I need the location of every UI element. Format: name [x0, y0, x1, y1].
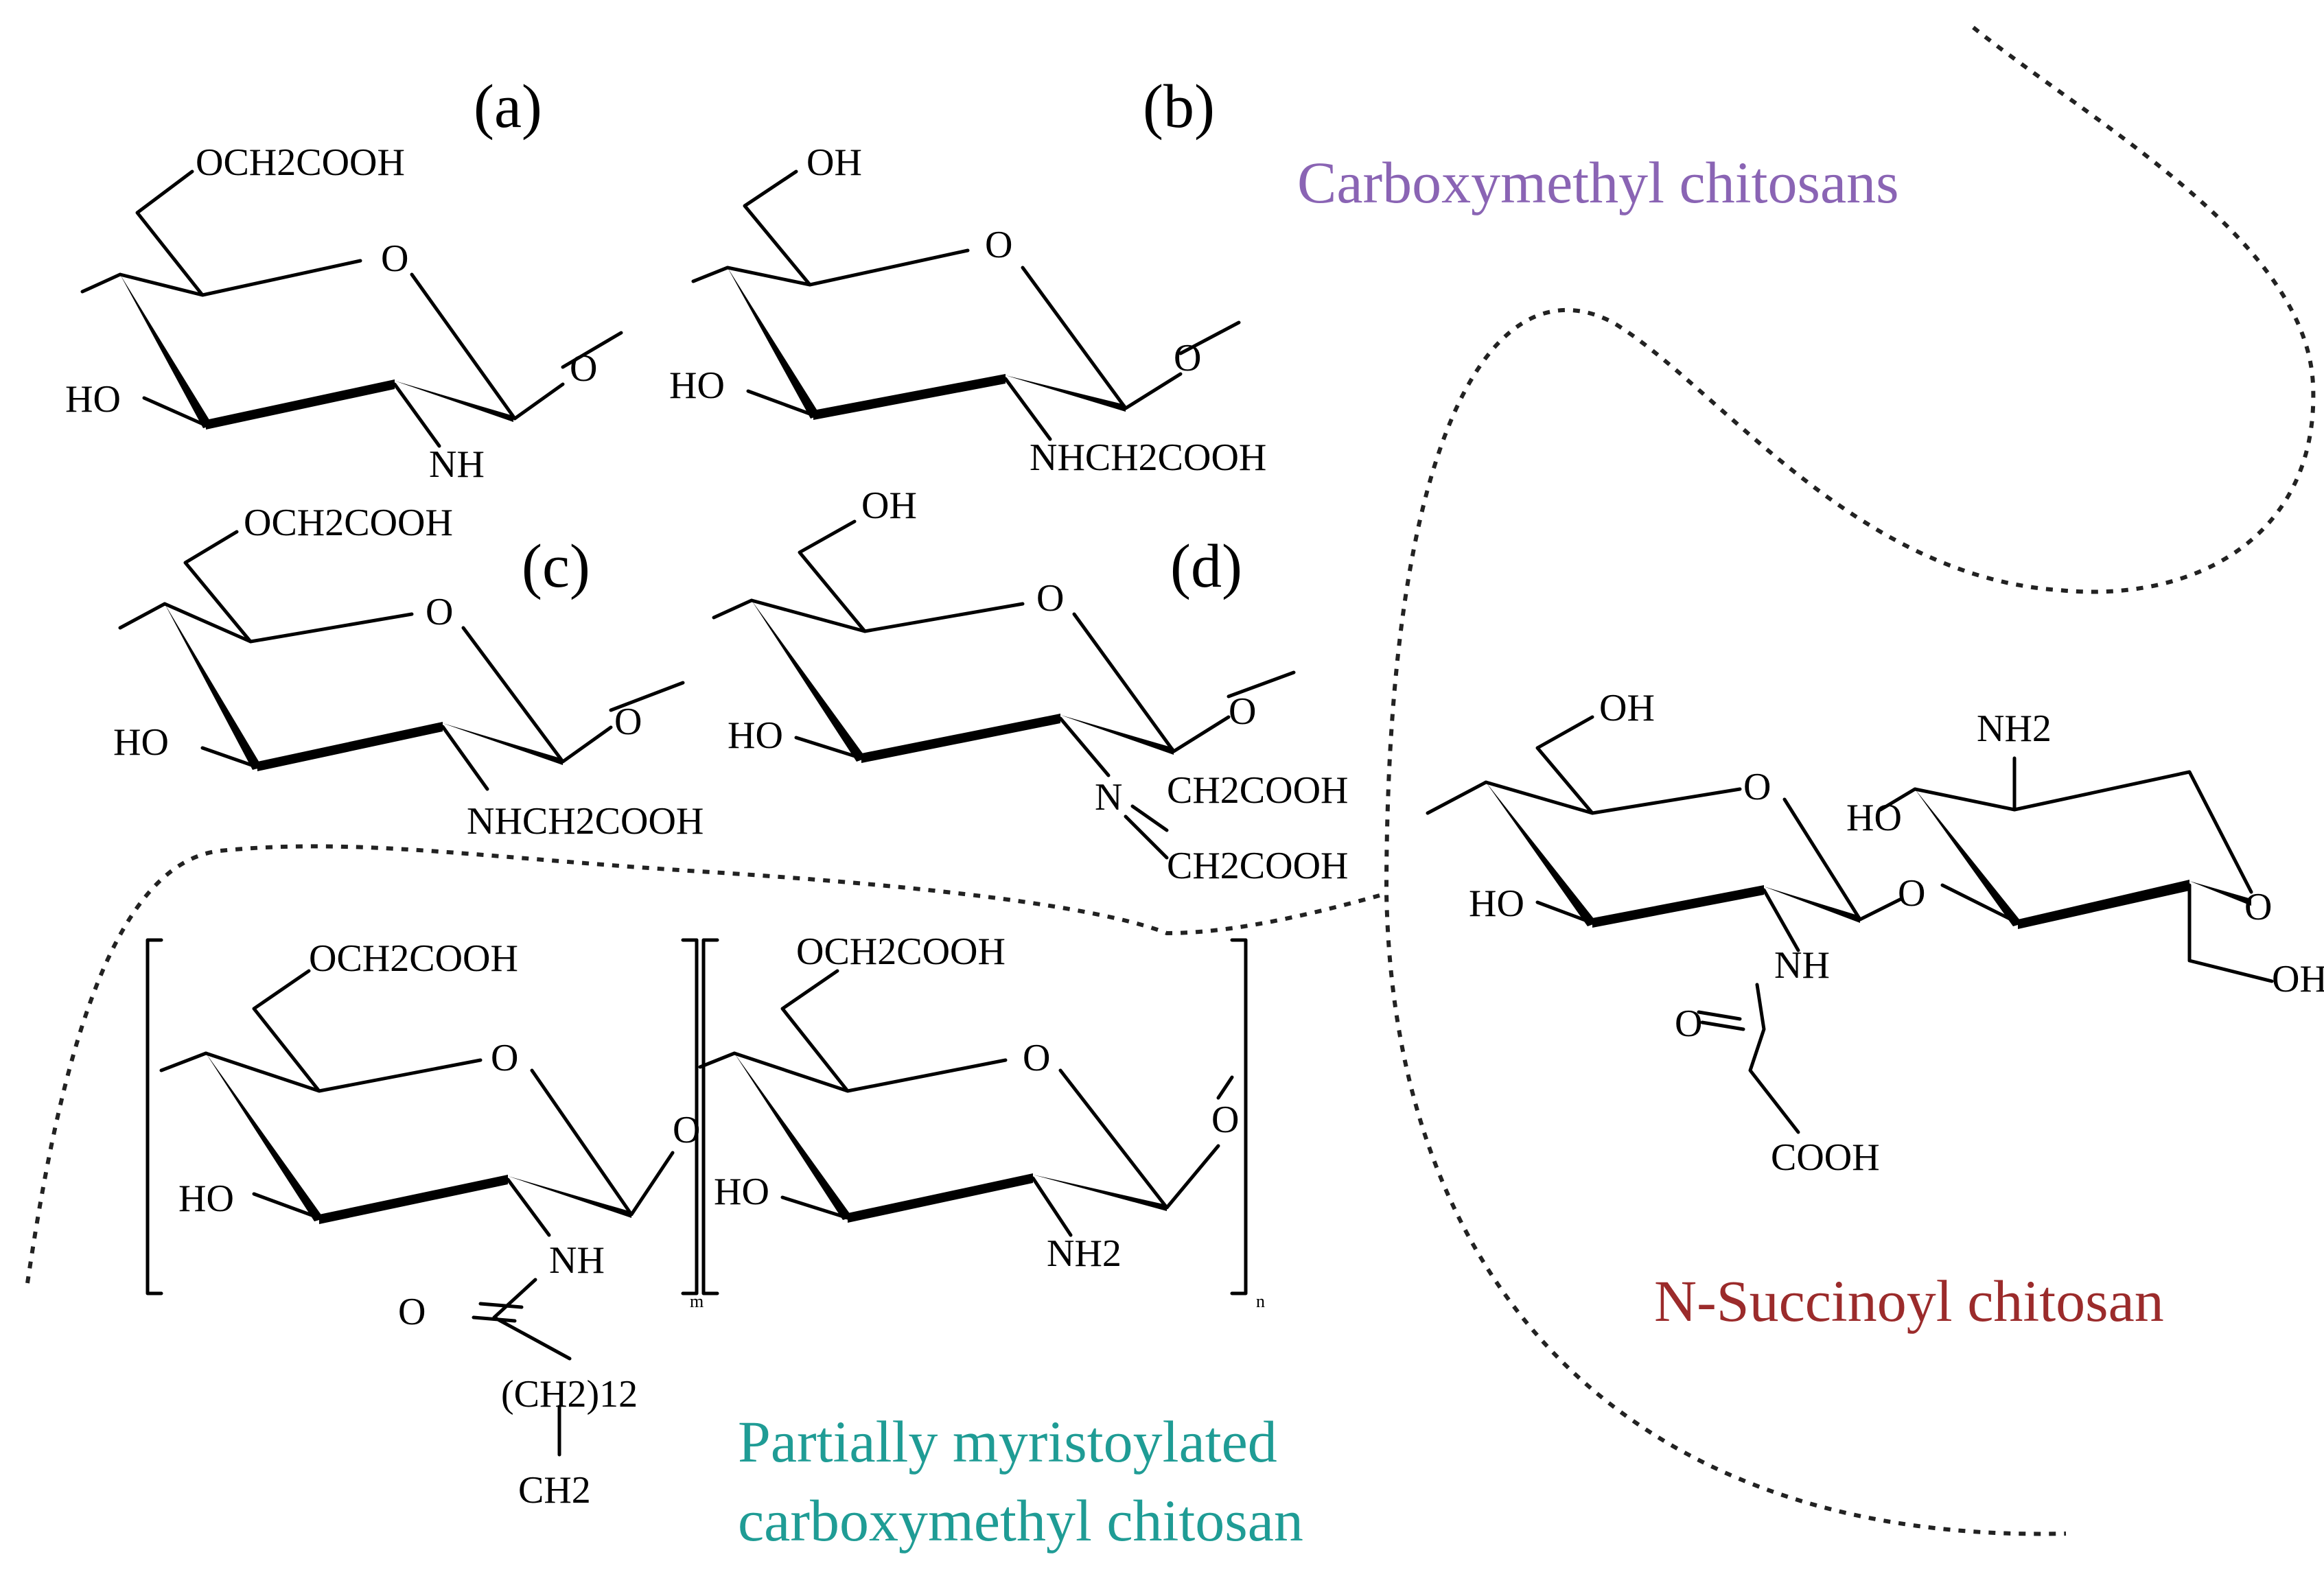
atom-label: OCH2COOH	[309, 937, 518, 980]
myristoylated-region-border	[25, 844, 1380, 1284]
carboxymethyl-region-border	[1384, 25, 2316, 1536]
atom-label: O	[426, 591, 453, 633]
atom-label: OCH2COOH	[244, 502, 453, 544]
atom-label: O	[1023, 1037, 1050, 1079]
atom-label: OH	[861, 484, 917, 527]
atom-label: HO	[669, 364, 725, 407]
atom-label: CH2	[518, 1469, 591, 1512]
ring-bonds	[159, 969, 1234, 1457]
atom-label: COOH	[1771, 1136, 1880, 1179]
atom-label: NH	[549, 1239, 605, 1282]
atom-label: HO	[113, 721, 169, 764]
wedge-bond	[1060, 715, 1174, 755]
atom-label: OCH2COOH	[196, 141, 405, 184]
atom-label: CH2COOH	[1167, 845, 1348, 887]
atom-label: OH	[1599, 687, 1655, 729]
wedge-bond	[728, 268, 820, 419]
wedge-bond	[508, 1176, 631, 1218]
atom-label: HO	[65, 378, 121, 421]
wedge-bond	[206, 1053, 324, 1221]
atom-label: O	[491, 1037, 518, 1079]
atom-label: O	[673, 1109, 700, 1151]
atom-label: O	[381, 237, 408, 280]
caption-myristoylated-line2: carboxymethyl chitosan	[738, 1488, 1303, 1553]
ring-bonds	[712, 519, 1296, 860]
wedge-bond	[257, 722, 443, 771]
label-c: (c)	[522, 532, 590, 600]
wedge-bond	[1033, 1175, 1167, 1211]
atom-label: NHCH2COOH	[467, 800, 704, 843]
atom-label: O	[985, 224, 1012, 266]
atom-label: O	[1229, 690, 1256, 733]
wedge-bond	[1486, 782, 1597, 926]
atom-label: HO	[1469, 882, 1524, 925]
atom-label: CH2COOH	[1167, 769, 1348, 812]
wedge-bond	[1764, 887, 1860, 923]
wedge-bond	[443, 723, 563, 765]
caption-n-succinoyl: N-Succinoyl chitosan	[1654, 1268, 2164, 1334]
subscript-n: n	[1256, 1291, 1265, 1311]
atom-label: (CH2)12	[501, 1373, 638, 1416]
atom-label: OH	[2272, 958, 2324, 1000]
atom-label: O	[1174, 337, 1201, 379]
atom-label: NH2	[1977, 707, 2052, 750]
atom-label: OH	[806, 141, 862, 184]
wedge-bond	[1592, 885, 1764, 928]
atom-label: NHCH2COOH	[1030, 436, 1266, 479]
structure-b: (b) OH O HO O NHCH2COOH	[669, 73, 1266, 479]
structure-a: (a) OCH2COOH O HO O NH	[65, 73, 623, 486]
atom-label: O	[614, 701, 642, 743]
atom-label: O	[398, 1291, 426, 1333]
wedge-bond	[734, 1053, 852, 1220]
atom-label: HO	[1846, 797, 1902, 839]
atom-label: O	[1743, 766, 1771, 808]
wedge-bond	[165, 604, 262, 770]
caption-carboxymethyl: Carboxymethyl chitosans	[1297, 150, 1899, 215]
atom-label: OCH2COOH	[796, 930, 1006, 973]
atom-label: HO	[728, 714, 783, 757]
structure-d: (d) OH O HO O N CH2COOH CH2COOH	[712, 484, 1348, 887]
atom-label: O	[2244, 886, 2272, 928]
label-b: (b)	[1143, 73, 1215, 141]
wedge-bond	[395, 381, 513, 422]
atom-label: N	[1095, 776, 1122, 819]
atom-label: HO	[178, 1177, 234, 1220]
structure-myristoylated: OCH2COOH O HO NH O (CH2)12 CH2 O OCH2COO…	[146, 930, 1265, 1512]
structure-n-succinoyl: OH O HO NH O COOH NH2 HO O O OH	[1426, 687, 2324, 1179]
label-d: (d)	[1170, 532, 1242, 600]
wedge-bond	[2018, 880, 2189, 929]
atom-label: NH	[429, 443, 485, 486]
atom-label: NH2	[1047, 1232, 1122, 1275]
subscript-m: m	[690, 1291, 704, 1311]
wedge-bond	[206, 379, 395, 430]
ring-bonds	[80, 169, 623, 448]
caption-myristoylated-line1: Partially myristoylated	[738, 1409, 1277, 1475]
wedge-bond	[120, 274, 213, 428]
wedge-bond	[813, 374, 1006, 420]
structure-c: (c) OCH2COOH O HO O NHCH2COOH	[113, 502, 704, 843]
atom-label: HO	[714, 1171, 769, 1213]
ring-bonds	[118, 530, 685, 791]
wedge-bond	[2189, 881, 2251, 906]
repeat-brackets	[146, 938, 1248, 1295]
wedge-bond	[752, 600, 866, 762]
atom-label: NH	[1774, 944, 1830, 987]
wedge-bond	[1915, 789, 2023, 926]
wedge-bond	[1006, 375, 1126, 412]
wedge-bond	[319, 1175, 508, 1224]
atom-label: O	[1898, 872, 1925, 915]
wedge-bond	[848, 1173, 1033, 1223]
atom-label: O	[1036, 577, 1064, 620]
atom-label: O	[570, 347, 597, 390]
ring-bonds	[691, 169, 1241, 441]
atom-label: O	[1211, 1099, 1239, 1141]
label-a: (a)	[474, 73, 542, 141]
wedge-bond	[861, 714, 1060, 763]
atom-label: O	[1675, 1002, 1702, 1045]
ring-bonds	[1426, 715, 2274, 1134]
